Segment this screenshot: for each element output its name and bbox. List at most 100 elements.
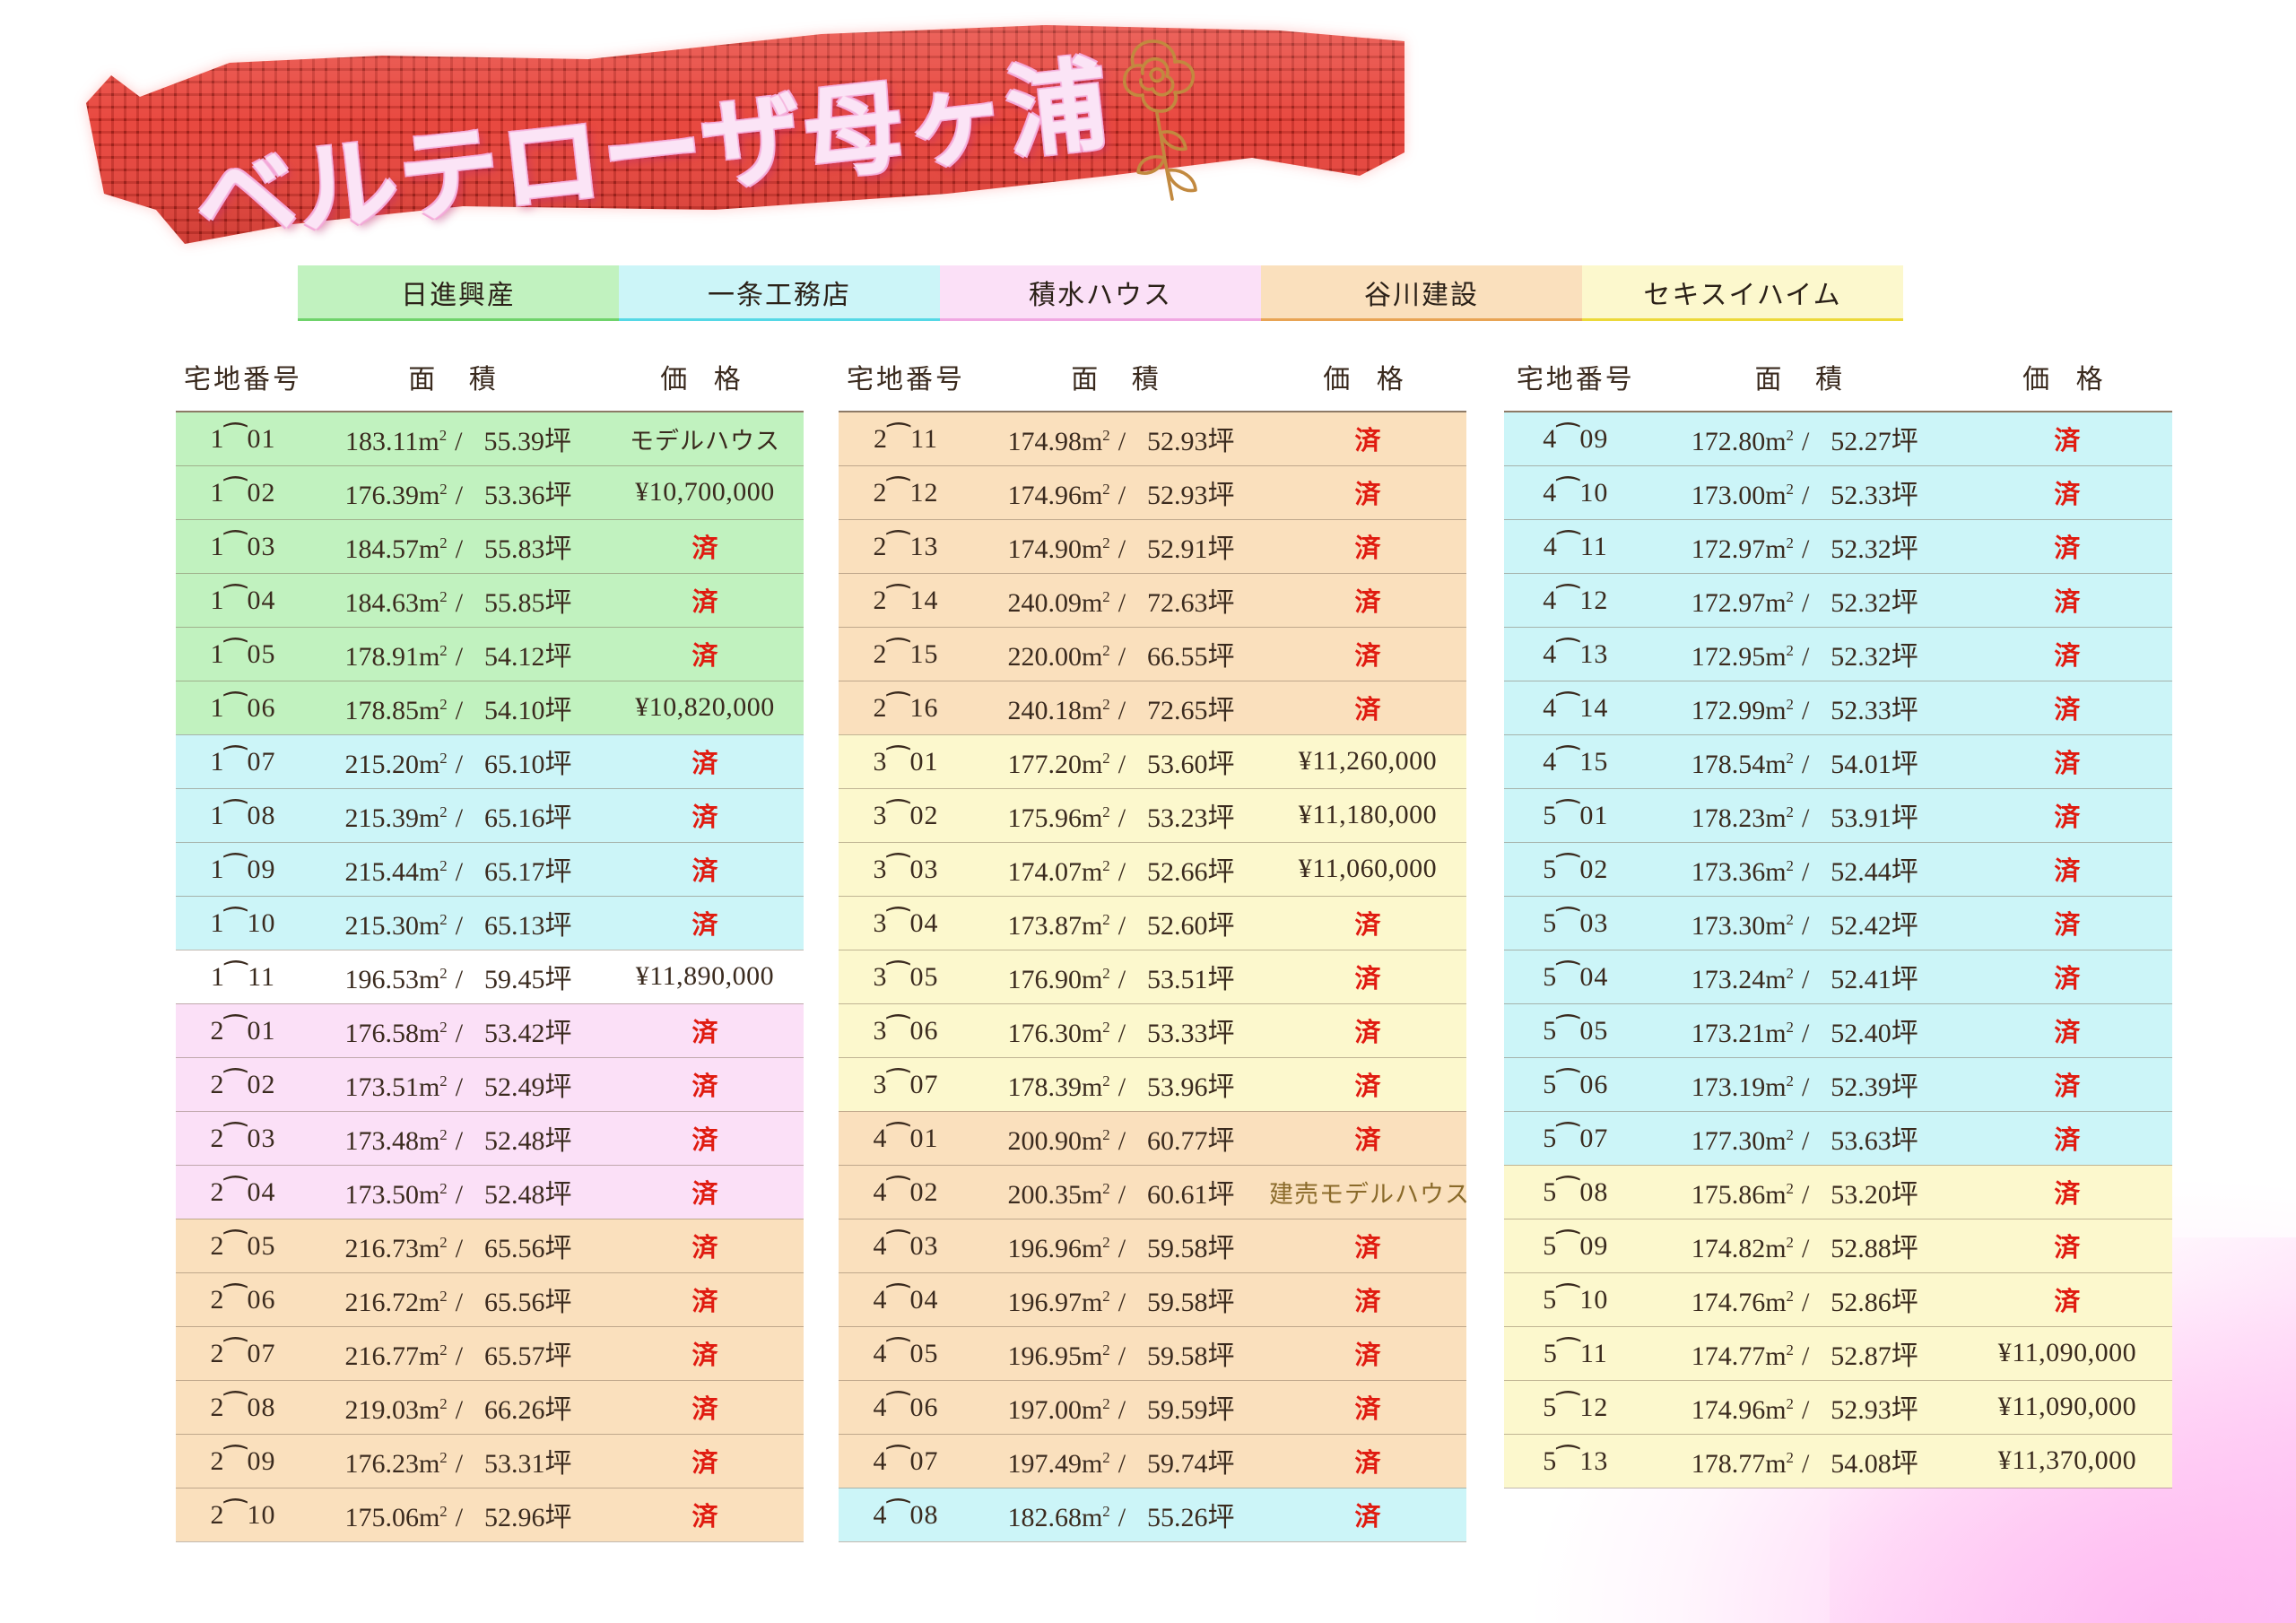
table-header-row: 宅地番号 面 積 価 格 xyxy=(1504,357,2172,412)
price-value: 済 xyxy=(2054,748,2081,778)
price-value: 済 xyxy=(2054,640,2081,671)
cell-lot-no: 4⁀03 xyxy=(839,1219,973,1273)
header-area: 面 積 xyxy=(1647,357,1962,412)
cell-area: 174.07m2/ 52.66坪 xyxy=(973,842,1269,897)
price-value: 済 xyxy=(1354,1340,1381,1370)
cell-area: 240.18m2/ 72.65坪 xyxy=(973,681,1269,735)
header-price: 価 格 xyxy=(606,357,804,412)
table-row: 5⁀01 178.23m2/ 53.91坪 済 xyxy=(1504,788,2172,843)
cell-price: ¥11,260,000 xyxy=(1269,734,1466,789)
cell-lot-no: 3⁀03 xyxy=(839,842,973,897)
cell-lot-no: 2⁀11 xyxy=(839,412,973,466)
table-row: 4⁀15 178.54m2/ 54.01坪 済 xyxy=(1504,734,2172,789)
table-row: 4⁀13 172.95m2/ 52.32坪 済 xyxy=(1504,627,2172,681)
cell-area: 173.48m2/ 52.48坪 xyxy=(310,1111,606,1166)
lot-table-column-2: 宅地番号 面 積 価 格 2⁀11 174.98m2/ 52.93坪済 2⁀12 17… xyxy=(839,357,1469,1542)
price-value: 済 xyxy=(1354,1286,1381,1316)
header-area: 面 積 xyxy=(973,357,1269,412)
table-row: 2⁀09 176.23m2/ 53.31坪 済 xyxy=(176,1434,804,1488)
table-row: 1⁀09 215.44m2/ 65.17坪 済 xyxy=(176,842,804,897)
cell-price: 建売モデルハウス xyxy=(1269,1165,1469,1219)
cell-price: 済 xyxy=(1961,1219,2172,1273)
legend-item-0[interactable]: 日進興産 xyxy=(298,265,619,321)
price-value: 済 xyxy=(1354,1071,1381,1101)
table-row: 1⁀05 178.91m2/ 54.12坪 済 xyxy=(176,627,804,681)
cell-price: 済 xyxy=(1961,465,2172,520)
cell-price: 済 xyxy=(1961,412,2172,466)
cell-lot-no: 4⁀07 xyxy=(839,1434,973,1488)
cell-price: 済 xyxy=(1961,950,2172,1004)
cell-lot-no: 1⁀06 xyxy=(176,681,310,735)
price-value: ¥11,890,000 xyxy=(635,961,775,991)
cell-area: 176.90m2/ 53.51坪 xyxy=(973,950,1269,1004)
cell-price: 済 xyxy=(1269,1219,1466,1273)
price-value: 済 xyxy=(2054,802,2081,832)
cell-price: 済 xyxy=(1269,1434,1466,1488)
legend-label: 日進興産 xyxy=(401,279,516,311)
cell-lot-no: 5⁀01 xyxy=(1504,788,1648,843)
cell-price: 済 xyxy=(606,1003,804,1058)
cell-area: 173.50m2/ 52.48坪 xyxy=(310,1165,606,1219)
cell-area: 215.30m2/ 65.13坪 xyxy=(310,896,606,950)
cell-area: 196.97m2/ 59.58坪 xyxy=(973,1272,1269,1327)
cell-area: 197.49m2/ 59.74坪 xyxy=(973,1434,1269,1488)
cell-lot-no: 5⁀03 xyxy=(1504,896,1648,950)
cell-price: ¥11,180,000 xyxy=(1269,788,1466,843)
price-value: 済 xyxy=(1354,1232,1381,1263)
price-value: 済 xyxy=(2054,1071,2081,1101)
cell-area: 216.77m2/ 65.57坪 xyxy=(310,1326,606,1381)
header-lot-no: 宅地番号 xyxy=(1504,357,1648,412)
table-row: 3⁀06 176.30m2/ 53.33坪 済 xyxy=(839,1003,1466,1058)
table-row: 3⁀02 175.96m2/ 53.23坪 ¥11,180,000 xyxy=(839,788,1466,843)
cell-lot-no: 2⁀12 xyxy=(839,465,973,520)
cell-price: 済 xyxy=(606,1057,804,1112)
cell-price: 済 xyxy=(606,842,804,897)
table-row: 3⁀07 178.39m2/ 53.96坪 済 xyxy=(839,1057,1466,1112)
price-value: 済 xyxy=(2054,1124,2081,1155)
cell-price: 済 xyxy=(1961,788,2172,843)
cell-lot-no: 4⁀04 xyxy=(839,1272,973,1327)
lot-table: 宅地番号 面 積 価 格 4⁀09 172.80m2/ 52.27坪済 4⁀10 17… xyxy=(1504,357,2172,1488)
price-value: 済 xyxy=(2054,425,2081,456)
cell-area: 177.20m2/ 53.60坪 xyxy=(973,734,1269,789)
table-row: 1⁀08 215.39m2/ 65.16坪 済 xyxy=(176,788,804,843)
cell-lot-no: 3⁀07 xyxy=(839,1057,973,1112)
cell-price: 済 xyxy=(1961,1003,2172,1058)
price-value: 済 xyxy=(691,533,718,563)
table-row: 4⁀06 197.00m2/ 59.59坪 済 xyxy=(839,1380,1466,1435)
cell-lot-no: 2⁀16 xyxy=(839,681,973,735)
cell-area: 173.00m2/ 52.33坪 xyxy=(1647,465,1962,520)
table-row: 1⁀02 176.39m2/ 53.36坪 ¥10,700,000 xyxy=(176,465,804,520)
table-row: 4⁀05 196.95m2/ 59.58坪 済 xyxy=(839,1326,1466,1381)
cell-area: 172.95m2/ 52.32坪 xyxy=(1647,627,1962,681)
table-row: 2⁀11 174.98m2/ 52.93坪 済 xyxy=(839,412,1466,466)
builder-legend: 日進興産 一条工務店 積水ハウス 谷川建設 セキスイハイム xyxy=(298,265,1903,321)
legend-item-1[interactable]: 一条工務店 xyxy=(619,265,940,321)
table-row: 3⁀01 177.20m2/ 53.60坪 ¥11,260,000 xyxy=(839,734,1466,789)
cell-price: ¥11,090,000 xyxy=(1961,1380,2172,1435)
price-value: ¥11,370,000 xyxy=(1997,1445,2137,1475)
cell-price: 済 xyxy=(1269,573,1466,628)
legend-label: 積水ハウス xyxy=(1029,279,1172,311)
table-row: 2⁀04 173.50m2/ 52.48坪 済 xyxy=(176,1165,804,1219)
cell-price: ¥10,820,000 xyxy=(606,681,804,735)
cell-lot-no: 2⁀04 xyxy=(176,1165,310,1219)
cell-lot-no: 5⁀12 xyxy=(1504,1380,1648,1435)
table-row: 5⁀06 173.19m2/ 52.39坪 済 xyxy=(1504,1057,2172,1112)
cell-lot-no: 4⁀12 xyxy=(1504,573,1648,628)
table-row: 4⁀03 196.96m2/ 59.58坪 済 xyxy=(839,1219,1466,1273)
cell-lot-no: 2⁀05 xyxy=(176,1219,310,1273)
table-row: 1⁀11 196.53m2/ 59.45坪 ¥11,890,000 xyxy=(176,950,804,1004)
legend-item-3[interactable]: 谷川建設 xyxy=(1261,265,1582,321)
cell-lot-no: 3⁀01 xyxy=(839,734,973,789)
price-value: ¥10,700,000 xyxy=(635,477,775,507)
cell-price: 済 xyxy=(1269,1272,1466,1327)
cell-price: 済 xyxy=(606,627,804,681)
legend-item-4[interactable]: セキスイハイム xyxy=(1582,265,1903,321)
price-value: 済 xyxy=(691,1071,718,1101)
cell-lot-no: 4⁀10 xyxy=(1504,465,1648,520)
cell-lot-no: 2⁀08 xyxy=(176,1380,310,1435)
cell-price: 済 xyxy=(1269,519,1466,574)
cell-area: 197.00m2/ 59.59坪 xyxy=(973,1380,1269,1435)
legend-item-2[interactable]: 積水ハウス xyxy=(940,265,1261,321)
